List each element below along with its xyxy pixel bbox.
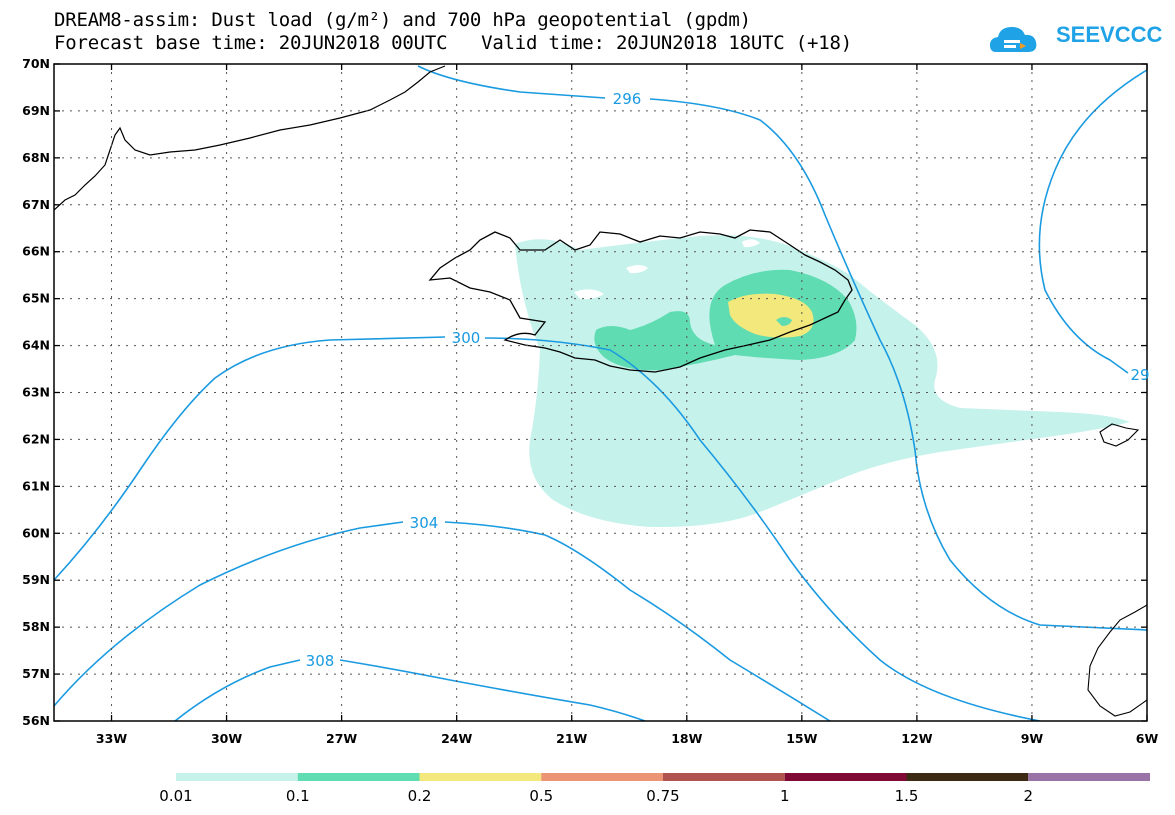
lat-label: 61N	[22, 478, 50, 493]
colorbar: 0.01 0.1 0.2 0.5 0.75 1 1.5 2	[159, 773, 1150, 805]
colorbar-label: 0.1	[286, 787, 310, 805]
colorbar-swatch	[541, 773, 663, 781]
lat-label: 59N	[22, 572, 50, 587]
colorbar-swatch	[663, 773, 785, 781]
contour-label: 29	[1130, 366, 1149, 384]
lon-label: 12W	[901, 731, 932, 746]
scotland-coast	[1087, 604, 1147, 717]
lon-label: 6W	[1136, 731, 1159, 746]
logo-text: SEEVCCC	[1056, 22, 1163, 47]
lat-label: 57N	[22, 666, 50, 681]
lat-label: 65N	[22, 291, 50, 306]
colorbar-swatch	[419, 773, 542, 781]
lon-label: 33W	[96, 731, 127, 746]
lon-label: 30W	[211, 731, 242, 746]
contour-300	[54, 336, 1041, 721]
lat-label: 68N	[22, 150, 50, 165]
chart-subtitle: Forecast base time: 20JUN2018 00UTC Vali…	[54, 32, 852, 54]
lat-label: 56N	[22, 713, 50, 728]
contour-308	[174, 659, 646, 721]
lat-label: 64N	[22, 338, 50, 353]
chart-title: DREAM8-assim: Dust load (g/m²) and 700 h…	[54, 9, 751, 31]
lat-label: 58N	[22, 619, 50, 634]
lon-label: 9W	[1021, 731, 1044, 746]
lon-label: 21W	[556, 731, 587, 746]
lat-label: 60N	[22, 525, 50, 540]
colorbar-label: 0.01	[159, 787, 192, 805]
contour-296-east	[1038, 69, 1147, 374]
contour-label: 304	[410, 514, 439, 532]
colorbar-label: 1.5	[895, 787, 919, 805]
dust-hole	[776, 317, 792, 326]
lat-label: 67N	[22, 197, 50, 212]
contour-296	[417, 65, 1147, 631]
contour-label: 296	[613, 90, 642, 108]
dust-area-0.01	[515, 235, 1130, 528]
colorbar-label: 0.2	[408, 787, 432, 805]
cloud-logo-icon	[990, 27, 1037, 52]
contour-304	[54, 521, 831, 721]
lon-label: 18W	[671, 731, 702, 746]
map-grid	[54, 64, 1147, 721]
colorbar-swatch	[1028, 773, 1150, 781]
colorbar-swatch	[176, 773, 298, 781]
lon-label: 24W	[441, 731, 472, 746]
colorbar-swatch	[906, 773, 1029, 781]
lat-label: 62N	[22, 431, 50, 446]
colorbar-label: 2	[1023, 787, 1033, 805]
colorbar-swatch	[297, 773, 420, 781]
colorbar-label: 0.5	[529, 787, 553, 805]
contour-label: 308	[306, 652, 335, 670]
dust-area-0.2	[728, 293, 814, 338]
lon-label: 15W	[786, 731, 817, 746]
colorbar-label: 1	[780, 787, 790, 805]
lat-label: 63N	[22, 385, 50, 400]
faroe-coast	[1099, 423, 1140, 447]
iceland-coast	[428, 229, 853, 373]
lon-label: 27W	[326, 731, 357, 746]
lat-label: 69N	[22, 103, 50, 118]
lat-label: 66N	[22, 244, 50, 259]
lat-label: 70N	[22, 56, 50, 71]
contour-label: 300	[452, 329, 481, 347]
colorbar-swatch	[784, 773, 907, 781]
greenland-coast	[54, 65, 446, 211]
colorbar-label: 0.75	[646, 787, 679, 805]
